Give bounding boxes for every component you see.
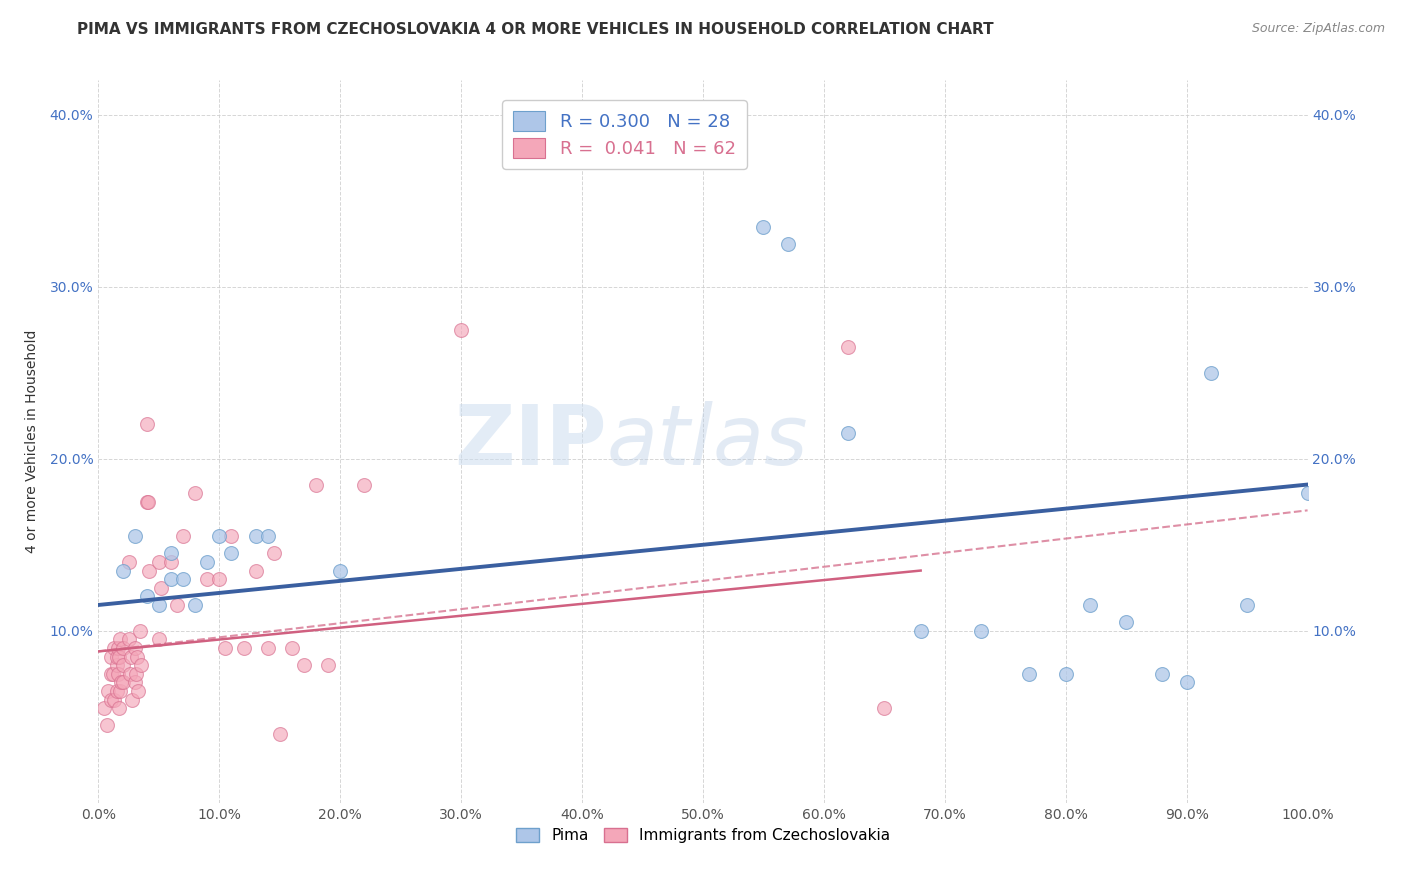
Point (214, 640, 236, 655)
Point (160, 572, 183, 586)
Text: atlas: atlas (606, 401, 808, 482)
Point (103, 692, 125, 706)
Point (125, 666, 148, 681)
Point (1115, 615, 1137, 630)
Point (776, 236, 799, 251)
Point (124, 675, 146, 690)
Point (138, 564, 160, 578)
Point (97, 684, 120, 698)
Point (118, 555, 141, 569)
Point (269, 727, 291, 741)
Point (118, 666, 141, 681)
Point (1152, 666, 1174, 681)
Point (232, 640, 254, 655)
Point (1296, 486, 1319, 500)
Point (107, 640, 129, 655)
Point (160, 546, 183, 560)
Point (108, 701, 131, 715)
Point (195, 555, 218, 569)
Point (108, 649, 131, 664)
Point (100, 649, 122, 664)
Point (150, 581, 173, 595)
Point (111, 658, 134, 673)
Point (127, 684, 149, 698)
Point (136, 494, 159, 508)
Point (103, 640, 125, 655)
Text: PIMA VS IMMIGRANTS FROM CZECHOSLOVAKIA 4 OR MORE VEHICLES IN HOUSEHOLD CORRELATI: PIMA VS IMMIGRANTS FROM CZECHOSLOVAKIA 4… (77, 22, 994, 37)
Point (837, 340, 859, 354)
Point (121, 692, 143, 706)
Point (245, 564, 267, 578)
Point (160, 555, 183, 569)
Point (1236, 598, 1258, 612)
Point (108, 632, 131, 647)
Point (1078, 598, 1101, 612)
Point (172, 529, 194, 543)
Point (100, 666, 122, 681)
Point (101, 666, 124, 681)
Point (128, 624, 150, 638)
Point (1175, 675, 1198, 690)
Point (135, 494, 157, 508)
Point (353, 477, 375, 491)
Point (910, 624, 932, 638)
Point (245, 529, 267, 543)
Point (124, 529, 146, 543)
Point (118, 632, 141, 647)
Point (1054, 666, 1077, 681)
Point (135, 417, 157, 432)
Point (96, 718, 118, 732)
Point (172, 572, 194, 586)
Point (105, 684, 128, 698)
Point (281, 640, 304, 655)
Point (107, 666, 129, 681)
Point (873, 701, 896, 715)
Point (100, 692, 122, 706)
Point (195, 572, 218, 586)
Point (263, 546, 285, 560)
Point (148, 555, 170, 569)
Point (148, 598, 170, 612)
Point (292, 658, 315, 673)
Point (111, 564, 134, 578)
Point (105, 658, 128, 673)
Point (124, 640, 146, 655)
Point (752, 219, 775, 234)
Point (221, 546, 243, 560)
Point (1018, 666, 1040, 681)
Point (256, 529, 278, 543)
Text: Source: ZipAtlas.com: Source: ZipAtlas.com (1251, 22, 1385, 36)
Point (305, 477, 328, 491)
Point (208, 529, 231, 543)
Text: ZIP: ZIP (454, 401, 606, 482)
Point (208, 572, 231, 586)
Point (184, 486, 207, 500)
Point (450, 323, 472, 337)
Point (129, 658, 152, 673)
Point (329, 564, 352, 578)
Point (127, 649, 149, 664)
Point (1199, 366, 1222, 380)
Point (837, 425, 859, 440)
Point (316, 658, 339, 673)
Point (120, 649, 142, 664)
Point (135, 590, 157, 604)
Point (970, 624, 993, 638)
Point (256, 640, 278, 655)
Point (148, 632, 170, 647)
Point (111, 675, 134, 690)
Point (108, 684, 131, 698)
Point (110, 675, 132, 690)
Y-axis label: 4 or more Vehicles in Household: 4 or more Vehicles in Household (24, 330, 38, 553)
Point (111, 640, 134, 655)
Point (166, 598, 188, 612)
Point (184, 598, 207, 612)
Legend: Pima, Immigrants from Czechoslovakia: Pima, Immigrants from Czechoslovakia (510, 822, 896, 849)
Point (105, 649, 128, 664)
Point (221, 529, 243, 543)
Point (93, 701, 115, 715)
